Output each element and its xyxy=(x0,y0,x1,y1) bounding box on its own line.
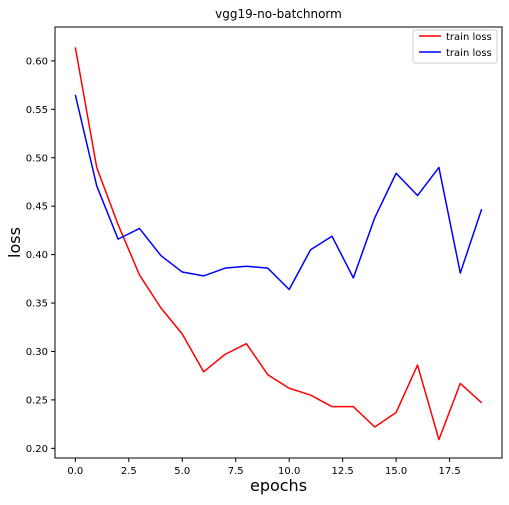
x-tick-label: 15.0 xyxy=(385,466,407,477)
y-tick-label: 0.30 xyxy=(26,347,48,358)
y-tick-label: 0.60 xyxy=(26,56,48,67)
legend-box xyxy=(412,29,498,64)
y-tick-label: 0.25 xyxy=(26,395,48,406)
y-tick-label: 0.35 xyxy=(26,299,48,310)
y-tick-label: 0.40 xyxy=(26,250,48,261)
series-line-2 xyxy=(74,94,483,291)
chart-title: vgg19-no-batchnorm xyxy=(215,7,342,21)
x-tick-label: 7.5 xyxy=(228,466,244,477)
y-tick-label: 0.55 xyxy=(26,105,48,116)
x-axis-label: epochs xyxy=(250,476,307,495)
x-tick-label: 17.5 xyxy=(438,466,460,477)
x-tick-label: 2.5 xyxy=(121,466,137,477)
y-tick-label: 0.50 xyxy=(26,153,48,164)
x-tick-label: 12.5 xyxy=(332,466,354,477)
series-line-1 xyxy=(74,47,483,441)
x-tick-label: 5.0 xyxy=(174,466,190,477)
x-tick-label: 0.0 xyxy=(67,466,83,477)
x-tick-label: 10.0 xyxy=(278,466,300,477)
plot-frame xyxy=(54,26,503,459)
legend: train loss train loss xyxy=(412,29,498,64)
y-tick-label: 0.45 xyxy=(26,202,48,213)
legend-label-series-2: train loss xyxy=(446,48,492,59)
plot-area: 0.0 2.5 5.0 7.5 10.0 12.5 15.0 17.5 0.20 0.25 0.30… xyxy=(26,47,483,477)
y-tick-label: 0.20 xyxy=(26,444,48,455)
y-axis-label: loss xyxy=(5,227,24,258)
legend-label-series-1: train loss xyxy=(446,32,492,43)
